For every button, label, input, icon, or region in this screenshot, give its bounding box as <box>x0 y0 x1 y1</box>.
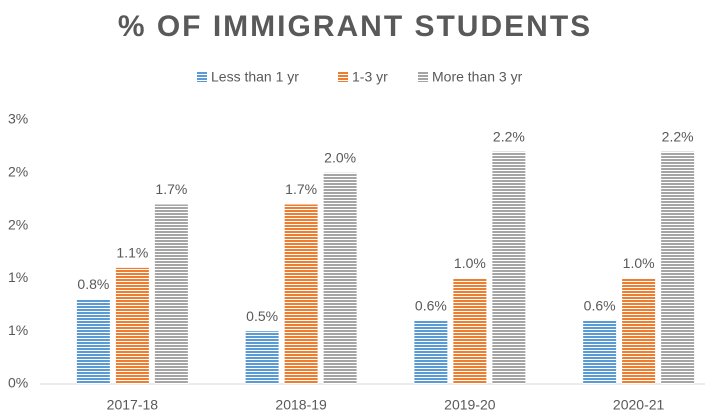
legend-swatch <box>338 72 348 82</box>
legend-swatch <box>418 72 428 82</box>
bar <box>453 278 487 384</box>
bar <box>323 172 357 384</box>
data-label: 0.6% <box>584 297 616 313</box>
bar <box>154 204 188 384</box>
data-label: 2.2% <box>493 128 525 144</box>
data-label: 2.2% <box>662 128 694 144</box>
data-label: 0.6% <box>415 297 447 313</box>
y-tick-label: 0% <box>8 375 28 391</box>
legend-swatch <box>197 72 207 82</box>
x-tick-label: 2018-19 <box>275 397 327 413</box>
data-label: 1.0% <box>454 255 486 271</box>
bar <box>245 331 279 384</box>
x-tick-label: 2017-18 <box>107 397 159 413</box>
data-label: 1.0% <box>623 255 655 271</box>
data-label: 0.8% <box>77 276 109 292</box>
data-label: 2.0% <box>324 150 356 166</box>
bar <box>622 278 656 384</box>
chart-title: % OF IMMIGRANT STUDENTS <box>118 10 592 43</box>
bar <box>492 151 526 384</box>
legend-label: More than 3 yr <box>432 69 523 85</box>
y-tick-label: 2% <box>8 164 28 180</box>
data-label: 1.7% <box>155 181 187 197</box>
y-tick-label: 1% <box>8 322 28 338</box>
legend-label: Less than 1 yr <box>211 69 299 85</box>
bar <box>115 267 149 384</box>
bar <box>284 204 318 384</box>
y-tick-label: 2% <box>8 216 28 232</box>
x-tick-label: 2020-21 <box>613 397 665 413</box>
y-tick-label: 3% <box>8 111 28 127</box>
data-label: 0.5% <box>246 308 278 324</box>
y-tick-label: 1% <box>8 269 28 285</box>
bar <box>414 320 448 384</box>
bar <box>583 320 617 384</box>
data-label: 1.7% <box>285 181 317 197</box>
data-label: 1.1% <box>116 245 148 261</box>
legend-label: 1-3 yr <box>352 69 388 85</box>
bar <box>76 299 110 384</box>
x-tick-label: 2019-20 <box>444 397 496 413</box>
bar <box>661 151 695 384</box>
